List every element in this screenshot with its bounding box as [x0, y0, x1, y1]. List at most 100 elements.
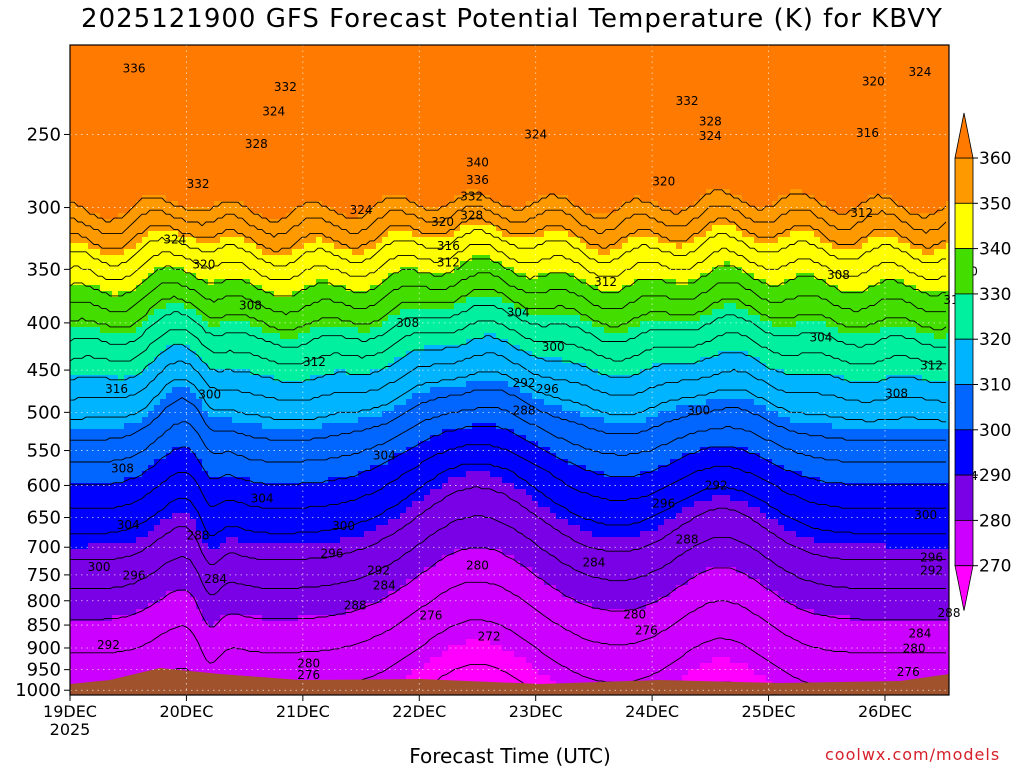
contour-label: 304 — [117, 518, 140, 532]
colorbar-top-arrow — [954, 112, 974, 159]
contour-label: 280 — [903, 641, 926, 655]
colorbar-label: 270 — [979, 557, 1011, 577]
contour-label: 332 — [187, 177, 210, 191]
colorbar-band — [954, 338, 974, 385]
contour-line — [70, 581, 946, 664]
contour-line — [70, 244, 946, 280]
y-tick-label: 550 — [27, 441, 61, 462]
contour-line — [70, 547, 946, 628]
contour-label: 292 — [367, 564, 390, 578]
contour-line — [70, 407, 946, 463]
contour-line — [70, 335, 946, 383]
x-tick-label: 25DEC — [742, 702, 796, 721]
contour-label: 312 — [594, 275, 617, 289]
contour-line — [70, 486, 946, 566]
site-credit: coolwx.com/models — [825, 745, 1001, 764]
contour-label: 324 — [524, 127, 547, 141]
contour-label: 300 — [332, 519, 355, 533]
contour-label: 336 — [466, 173, 489, 187]
colorbar-bottom-arrow — [954, 565, 974, 611]
contour-label: 336 — [123, 61, 146, 75]
contour-label: 324 — [908, 65, 931, 79]
contour-label: 284 — [908, 626, 931, 640]
contour-label: 324 — [262, 104, 285, 118]
x-tick-label: 24DEC — [625, 702, 679, 721]
x-axis-label: Forecast Time (UTC) — [409, 744, 611, 768]
y-tick-label: 250 — [27, 124, 61, 145]
contour-label: 304 — [373, 449, 396, 463]
contour-line — [70, 352, 946, 404]
contour-label: 308 — [396, 316, 419, 330]
contour-line — [70, 189, 947, 223]
contour-label: 300 — [198, 387, 221, 401]
contour-label: 296 — [920, 550, 943, 564]
contour-label: 296 — [652, 497, 675, 511]
chart-title: 2025121900 GFS Forecast Potential Temper… — [81, 4, 943, 34]
contour-label: 288 — [676, 533, 699, 547]
y-tick-label: 400 — [27, 313, 61, 334]
contour-label: 332 — [274, 80, 297, 94]
contour-label: 304 — [507, 306, 530, 320]
contour-label: 280 — [623, 608, 646, 622]
y-tick-label: 950 — [27, 660, 61, 681]
contour-label: 276 — [897, 665, 920, 679]
contour-label: 300 — [914, 508, 937, 522]
colorbar-band — [954, 157, 974, 204]
colorbar-label: 350 — [979, 194, 1011, 214]
contour-label: 332 — [676, 94, 699, 108]
contour-label: 300 — [542, 340, 565, 354]
contour-label: 292 — [513, 376, 536, 390]
contour-label: 288 — [187, 529, 210, 543]
colorbar-band — [954, 429, 974, 476]
contour-label: 316 — [856, 126, 879, 140]
contour-label: 276 — [635, 624, 658, 638]
contour-line — [70, 463, 946, 537]
contour-label: 276 — [297, 668, 320, 682]
contour-line — [70, 229, 946, 267]
colorbar-label: 310 — [979, 376, 1011, 396]
y-tick-label: 700 — [27, 537, 61, 558]
colorbar-band — [954, 384, 974, 431]
contour-line — [70, 389, 946, 441]
contour-label: 320 — [862, 74, 885, 88]
contour-line — [70, 217, 946, 253]
contour-label: 300 — [687, 404, 710, 418]
y-tick-label: 350 — [27, 259, 61, 280]
contour-label: 308 — [111, 461, 134, 475]
contour-label: 296 — [321, 546, 344, 560]
contour-label: 304 — [251, 492, 274, 506]
contour-label: 300 — [88, 560, 111, 574]
contour-line — [70, 515, 946, 596]
y-tick-label: 300 — [27, 198, 61, 219]
terrain-strip — [70, 668, 949, 695]
x-tick-label: 23DEC — [509, 702, 563, 721]
contour-line — [70, 371, 946, 423]
contour-label: 276 — [419, 609, 442, 623]
contour-line — [70, 258, 946, 297]
colorbar-band — [954, 248, 974, 295]
y-tick-label: 850 — [27, 615, 61, 636]
y-tick-label: 600 — [27, 475, 61, 496]
x-tick-label: 20DEC — [159, 702, 213, 721]
temperature-field — [70, 45, 949, 695]
contour-label: 284 — [582, 555, 605, 569]
contour-label: 308 — [827, 268, 850, 282]
contour-line — [70, 289, 947, 331]
contour-label: 284 — [373, 578, 396, 592]
contour-label: 320 — [431, 215, 454, 229]
contour-label: 312 — [437, 255, 460, 269]
colorbar-band — [954, 520, 974, 567]
contour-label: 316 — [437, 239, 460, 253]
contour-label: 284 — [204, 572, 227, 586]
y-tick-label: 500 — [27, 402, 61, 423]
contour-label: 292 — [97, 638, 120, 652]
contour-label: 320 — [192, 258, 215, 272]
y-tick-label: 450 — [27, 360, 61, 381]
contour-label: 308 — [885, 386, 908, 400]
y-tick-label: 750 — [27, 565, 61, 586]
contour-label: 312 — [920, 359, 943, 373]
y-tick-label: 900 — [27, 638, 61, 659]
contour-label: 324 — [163, 233, 186, 247]
x-tick-label: 19DEC — [43, 702, 97, 721]
